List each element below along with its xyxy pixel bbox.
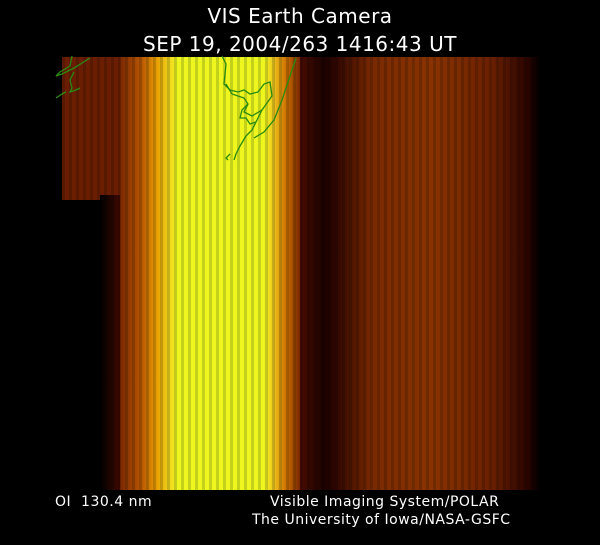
wavelength-label: OI 130.4 nm (55, 494, 153, 510)
system-credit: Visible Imaging System/POLAR (270, 494, 500, 510)
no-data-region (62, 200, 102, 490)
institution-credit: The University of Iowa/NASA-GSFC (252, 512, 511, 528)
coastline-2 (68, 71, 81, 94)
coastline-1 (55, 55, 91, 77)
coastline-4 (221, 55, 273, 137)
coastline-3 (55, 91, 67, 99)
coastline-8 (253, 57, 297, 139)
coastline-5 (225, 83, 263, 117)
coastline-7 (233, 135, 247, 161)
coastline-9 (225, 153, 231, 161)
bright-emission-band (120, 57, 300, 490)
image-title: VIS Earth Camera (207, 4, 393, 28)
image-timestamp: SEP 19, 2004/263 1416:43 UT (143, 32, 457, 56)
scan-line-texture (62, 57, 540, 490)
emission-region-right (300, 57, 540, 490)
coastline-6 (239, 103, 257, 125)
